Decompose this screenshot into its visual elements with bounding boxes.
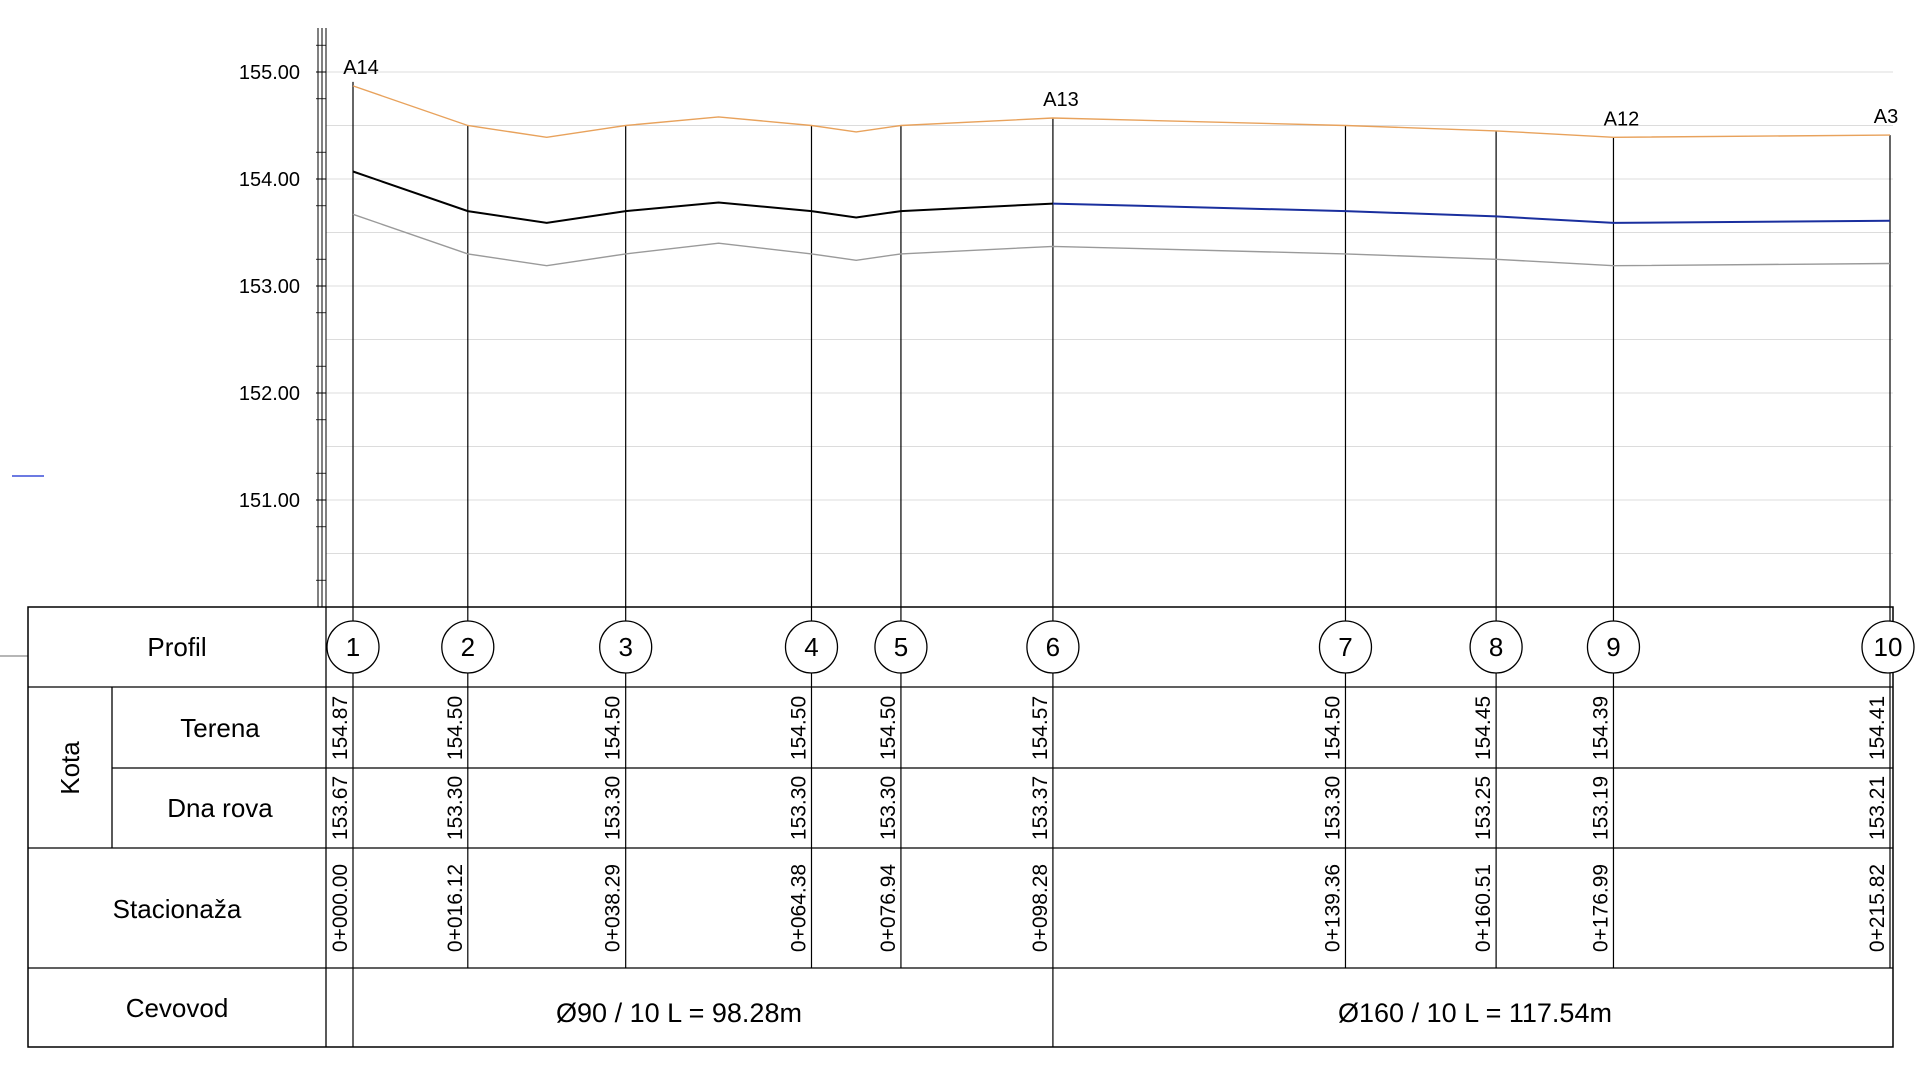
station-value: 0+016.12 <box>444 864 467 952</box>
profile-circle <box>441 620 495 674</box>
pipe-segment-1-label: Ø90 / 10 L = 98.28m <box>556 998 802 1028</box>
trench-bottom-value: 153.19 <box>1589 776 1612 840</box>
station-value: 0+076.94 <box>877 864 900 952</box>
y-tick-label: 155.00 <box>239 62 300 84</box>
y-tick-label: 151.00 <box>239 490 300 512</box>
pipe-segment-2-label: Ø160 / 10 L = 117.54m <box>1338 998 1612 1028</box>
station-value: 0+176.99 <box>1589 864 1612 952</box>
table-cells: 1 154.87 153.67 0+000.00 2 154.50 153.30 0+016.… <box>326 620 1915 952</box>
trench-bottom-value: 153.30 <box>602 776 625 840</box>
y-axis: 155.00 154.00 153.00 152.00 151.00 <box>239 28 327 607</box>
annotation-label: A13 <box>1043 89 1079 111</box>
terrain-value: 154.87 <box>329 696 352 760</box>
table-frame <box>27 606 1894 1048</box>
terrain-value: 154.57 <box>1029 696 1052 760</box>
profile-number: 5 <box>894 632 908 662</box>
row-label-kota: Kota <box>55 741 85 795</box>
profile-number: 3 <box>618 632 632 662</box>
terrain-value: 154.50 <box>444 696 467 760</box>
station-value: 0+139.36 <box>1321 864 1344 952</box>
trench-bottom-value: 153.30 <box>444 776 467 840</box>
profile-number: 4 <box>804 632 818 662</box>
data-table: Profil Kota Terena Dna rova Stacionaža C… <box>27 606 1915 1048</box>
terrain-value: 154.50 <box>787 696 810 760</box>
series-layer <box>352 85 1891 267</box>
terrain-value: 154.50 <box>602 696 625 760</box>
y-tick-label: 154.00 <box>239 169 300 191</box>
profile-circle <box>1861 620 1915 674</box>
series-pipe-dn90 <box>352 170 1053 224</box>
profile-circle <box>1318 620 1373 674</box>
station-value: 0+215.82 <box>1866 864 1889 952</box>
profile-number: 2 <box>461 632 475 662</box>
terrain-value: 154.41 <box>1866 696 1889 760</box>
series-terrain <box>352 85 1891 139</box>
row-label-terena: Terena <box>180 713 260 743</box>
terrain-value: 154.50 <box>1321 696 1344 760</box>
profile-number: 7 <box>1338 632 1352 662</box>
y-tick-label: 152.00 <box>239 383 300 405</box>
profile-circle <box>1586 620 1641 674</box>
annotation-layer: A14 A13 A12 A3 <box>343 57 1898 130</box>
annotation-label: A3 <box>1874 106 1898 128</box>
trench-bottom-value: 153.30 <box>1321 776 1344 840</box>
profile-number: 6 <box>1046 632 1060 662</box>
row-label-profil: Profil <box>147 632 206 662</box>
profile-number: 10 <box>1874 632 1903 662</box>
station-value: 0+000.00 <box>329 864 352 952</box>
row-label-cevovod: Cevovod <box>126 993 229 1023</box>
trench-bottom-value: 153.67 <box>329 776 352 840</box>
series-pipe-dn160 <box>1052 202 1891 224</box>
profile-circle <box>874 620 928 674</box>
station-lines <box>352 81 1891 1047</box>
profile-circle <box>1469 620 1523 674</box>
station-value: 0+064.38 <box>787 864 810 952</box>
trench-bottom-value: 153.30 <box>787 776 810 840</box>
terrain-value: 154.45 <box>1472 696 1495 760</box>
grid-layer <box>326 71 1893 554</box>
terrain-value: 154.50 <box>877 696 900 760</box>
station-value: 0+038.29 <box>602 864 625 952</box>
profile-number: 8 <box>1489 632 1503 662</box>
trench-bottom-value: 153.30 <box>877 776 900 840</box>
trench-bottom-value: 153.21 <box>1866 776 1889 840</box>
profile-circle <box>326 620 380 674</box>
trench-bottom-value: 153.25 <box>1472 776 1495 840</box>
annotation-label: A14 <box>343 57 379 79</box>
profile-circle <box>1026 620 1080 674</box>
profile-circle <box>784 620 839 674</box>
row-label-stacionaza: Stacionaža <box>113 894 242 924</box>
terrain-value: 154.39 <box>1589 696 1612 760</box>
y-tick-label: 153.00 <box>239 276 300 298</box>
profile-number: 1 <box>346 632 360 662</box>
annotation-label: A12 <box>1604 108 1640 130</box>
profile-circle <box>599 620 653 674</box>
station-value: 0+098.28 <box>1029 864 1052 952</box>
series-trench-bottom <box>352 213 1891 267</box>
profile-number: 9 <box>1606 632 1620 662</box>
trench-bottom-value: 153.37 <box>1029 776 1052 840</box>
station-value: 0+160.51 <box>1472 864 1495 952</box>
row-label-dna-rova: Dna rova <box>167 793 273 823</box>
